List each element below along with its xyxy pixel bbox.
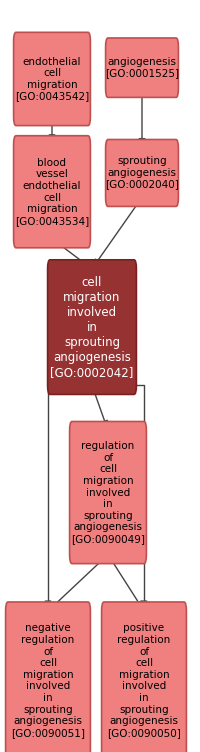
Text: cell
migration
involved
in
sprouting
angiogenesis
[GO:0002042]: cell migration involved in sprouting ang…	[50, 276, 134, 378]
FancyBboxPatch shape	[14, 32, 90, 126]
Text: sprouting
angiogenesis
[GO:0002040]: sprouting angiogenesis [GO:0002040]	[105, 156, 179, 190]
FancyBboxPatch shape	[48, 260, 136, 395]
Text: blood
vessel
endothelial
cell
migration
[GO:0043534]: blood vessel endothelial cell migration …	[15, 158, 89, 226]
FancyBboxPatch shape	[106, 140, 178, 206]
Text: negative
regulation
of
cell
migration
involved
in
sprouting
angiogenesis
[GO:009: negative regulation of cell migration in…	[11, 623, 85, 738]
FancyBboxPatch shape	[14, 135, 90, 248]
Text: regulation
of
cell
migration
involved
in
sprouting
angiogenesis
[GO:0090049]: regulation of cell migration involved in…	[71, 441, 145, 544]
FancyBboxPatch shape	[6, 602, 90, 752]
FancyBboxPatch shape	[70, 421, 146, 564]
FancyBboxPatch shape	[102, 602, 186, 752]
Text: angiogenesis
[GO:0001525]: angiogenesis [GO:0001525]	[105, 57, 179, 78]
FancyBboxPatch shape	[106, 38, 178, 98]
Text: endothelial
cell
migration
[GO:0043542]: endothelial cell migration [GO:0043542]	[15, 56, 89, 102]
Text: positive
regulation
of
cell
migration
involved
in
sprouting
angiogenesis
[GO:009: positive regulation of cell migration in…	[107, 623, 181, 738]
